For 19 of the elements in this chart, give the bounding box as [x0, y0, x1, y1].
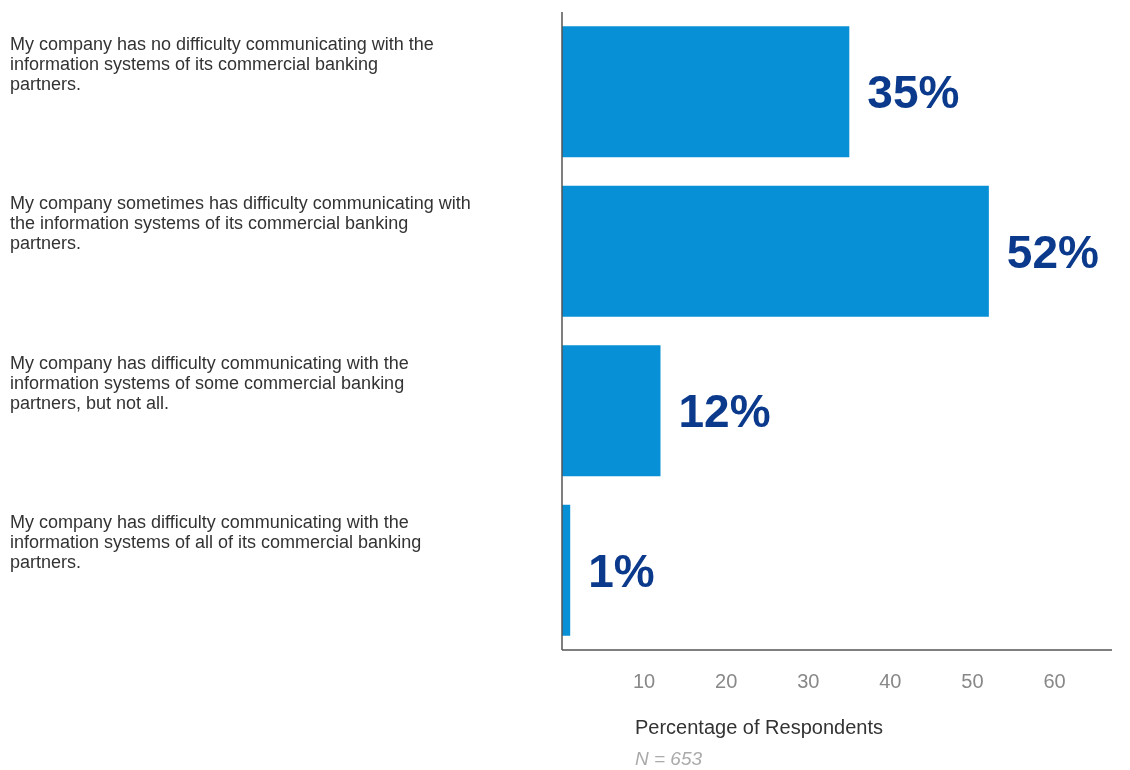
data-label: 52%	[1006, 225, 1099, 278]
text: N = 653	[635, 748, 703, 770]
x-tick-label: 60	[1043, 670, 1066, 693]
x-tick-label: 30	[797, 670, 820, 693]
bar	[562, 185, 989, 317]
bar	[562, 26, 850, 158]
data-label: 1%	[588, 544, 655, 597]
x-tick-label: 10	[632, 670, 656, 693]
y-tick-label: My company has difficulty communicating with the information systems of some commercial banking partners, but not all.	[10, 352, 409, 413]
y-tick-label: My company has difficulty communicating with the information systems of all of its commercial banking partners.	[10, 512, 422, 572]
data-label: 12%	[678, 385, 771, 438]
x-tick-label: 50	[961, 670, 984, 693]
bar	[562, 345, 661, 477]
x-tick-label: 20	[715, 670, 738, 693]
x-axis-title: Percentage of Respondents	[635, 716, 883, 739]
x-tick-label: 40	[879, 670, 902, 693]
data-label: 35%	[867, 66, 960, 119]
y-tick-label: My company has no difficulty communicating with the information systems of its commercial banking partners.	[10, 33, 434, 94]
y-tick-label: My company sometimes has difficulty communicating with the information systems of its commercial banking partners.	[10, 193, 471, 253]
